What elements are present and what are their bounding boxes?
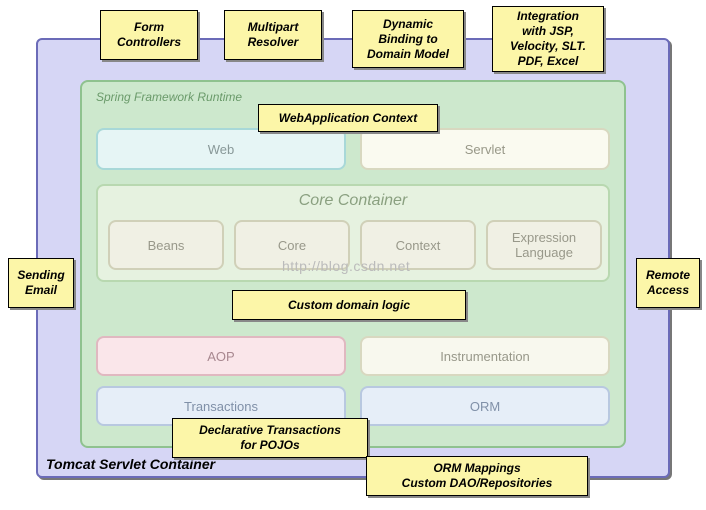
note-dynamic-binding: DynamicBinding toDomain Model (352, 10, 464, 68)
note-webapp-context: WebApplication Context (258, 104, 438, 132)
note-custom-logic: Custom domain logic (232, 290, 466, 320)
module-web: Web (96, 128, 346, 170)
module-aop: AOP (96, 336, 346, 376)
note-form-controllers: FormControllers (100, 10, 198, 60)
module-servlet: Servlet (360, 128, 610, 170)
note-sending-email: SendingEmail (8, 258, 74, 308)
watermark: http://blog.csdn.net (282, 258, 410, 274)
note-orm-mappings: ORM MappingsCustom DAO/Repositories (366, 456, 588, 496)
note-declarative-tx: Declarative Transactionsfor POJOs (172, 418, 368, 458)
note-multipart: MultipartResolver (224, 10, 322, 60)
note-integration: Integrationwith JSP,Velocity, SLT.PDF, E… (492, 6, 604, 72)
module-expression: Expression Language (486, 220, 602, 270)
module-beans: Beans (108, 220, 224, 270)
module-instrumentation: Instrumentation (360, 336, 610, 376)
tomcat-label: Tomcat Servlet Container (46, 456, 215, 472)
module-orm: ORM (360, 386, 610, 426)
note-remote-access: RemoteAccess (636, 258, 700, 308)
core-title: Core Container (98, 186, 608, 214)
